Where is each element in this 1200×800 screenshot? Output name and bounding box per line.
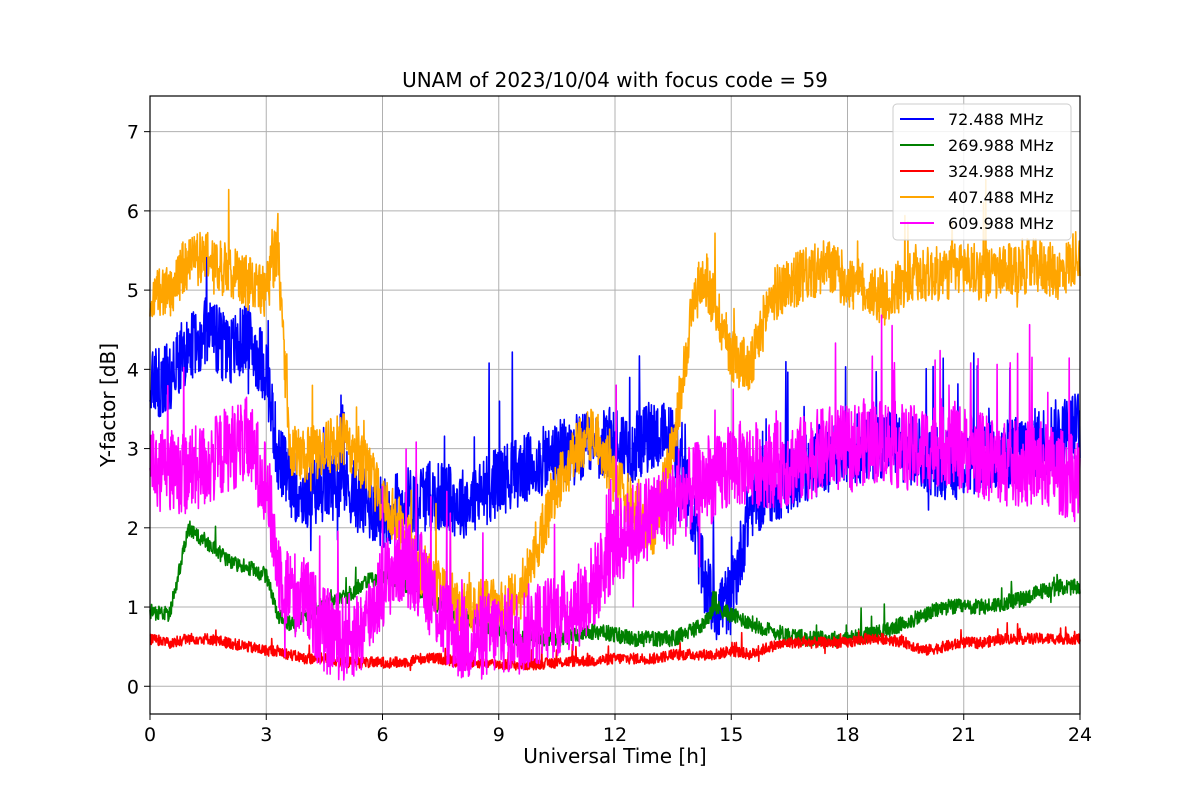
x-tick-label: 12 xyxy=(603,724,627,746)
legend-label: 72.488 MHz xyxy=(948,110,1043,129)
legend-box xyxy=(892,103,1072,241)
y-tick-label: 0 xyxy=(127,676,139,698)
y-tick-label: 7 xyxy=(127,122,139,144)
legend-label: 407.488 MHz xyxy=(948,188,1053,207)
x-tick-label: 6 xyxy=(376,724,388,746)
x-axis: 0 3 6 9 12 15 18 21 24 xyxy=(144,714,1092,746)
legend-label: 324.988 MHz xyxy=(948,162,1053,181)
x-tick-label: 9 xyxy=(493,724,505,746)
series-line-4 xyxy=(149,178,1081,635)
x-tick-label: 21 xyxy=(952,724,976,746)
series-layer xyxy=(149,178,1081,681)
x-tick-label: 15 xyxy=(719,724,743,746)
x-tick-label: 18 xyxy=(835,724,859,746)
y-axis-label: Y-factor [dB] xyxy=(96,343,120,468)
y-tick-label: 1 xyxy=(127,597,139,619)
legend-label: 269.988 MHz xyxy=(948,136,1053,155)
series-line-3 xyxy=(149,622,1081,672)
x-tick-label: 3 xyxy=(260,724,272,746)
y-tick-label: 2 xyxy=(127,518,139,540)
y-tick-label: 3 xyxy=(127,439,139,461)
y-tick-label: 5 xyxy=(127,280,139,302)
legend: 72.488 MHz 269.988 MHz 324.988 MHz 407.488 … xyxy=(892,103,1072,241)
x-axis-label: Universal Time [h] xyxy=(523,744,706,768)
x-tick-label: 24 xyxy=(1068,724,1092,746)
y-axis: 0 1 2 3 4 5 6 7 xyxy=(127,122,150,698)
y-tick-label: 6 xyxy=(127,201,139,223)
series-line-5 xyxy=(149,314,1081,681)
chart-title: UNAM of 2023/10/04 with focus code = 59 xyxy=(402,68,828,92)
y-tick-label: 4 xyxy=(127,359,139,381)
legend-label: 609.988 MHz xyxy=(948,214,1053,233)
x-tick-label: 0 xyxy=(144,724,156,746)
